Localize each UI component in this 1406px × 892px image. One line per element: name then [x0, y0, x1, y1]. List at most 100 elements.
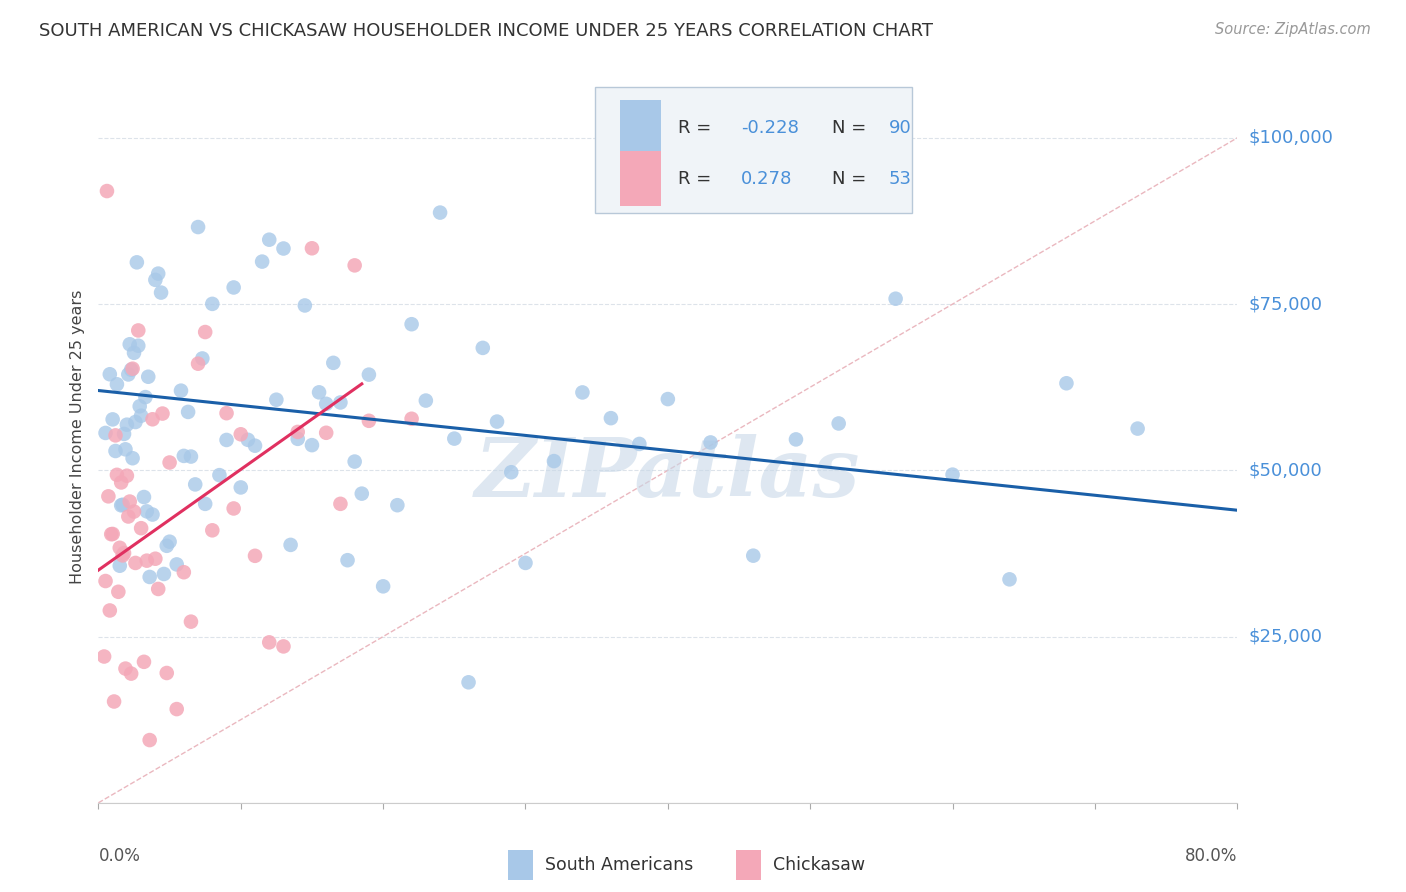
Point	[97, 489, 120, 503]
Point	[208, 468, 231, 483]
Text: $75,000: $75,000	[1249, 295, 1323, 313]
Point	[122, 346, 145, 360]
Text: 0.0%: 0.0%	[98, 847, 141, 864]
Point	[180, 450, 202, 464]
Point	[387, 498, 409, 512]
Point	[471, 341, 494, 355]
Point	[124, 415, 146, 429]
Bar	[509, 850, 533, 880]
Point	[159, 456, 181, 470]
Text: SOUTH AMERICAN VS CHICKASAW HOUSEHOLDER INCOME UNDER 25 YEARS CORRELATION CHART: SOUTH AMERICAN VS CHICKASAW HOUSEHOLDER …	[39, 22, 934, 40]
Point	[148, 267, 170, 281]
Point	[138, 733, 160, 747]
Point	[115, 468, 138, 483]
Point	[229, 427, 252, 442]
Point	[287, 432, 309, 446]
Point	[571, 385, 593, 400]
Point	[336, 553, 359, 567]
Point	[110, 499, 132, 513]
Point	[96, 184, 118, 198]
Point	[942, 467, 965, 482]
Point	[401, 411, 423, 425]
Text: ZIPatlas: ZIPatlas	[475, 434, 860, 514]
Point	[266, 392, 288, 407]
Text: 90: 90	[889, 119, 911, 136]
Point	[124, 556, 146, 570]
Text: 80.0%: 80.0%	[1185, 847, 1237, 864]
Point	[515, 556, 537, 570]
Point	[148, 582, 170, 596]
Bar	[620, 152, 661, 206]
Point	[101, 412, 124, 426]
Point	[118, 337, 141, 351]
Point	[135, 504, 157, 518]
Point	[105, 377, 128, 392]
Point	[129, 409, 152, 423]
Point	[343, 259, 366, 273]
Point	[110, 475, 132, 490]
Point	[177, 405, 200, 419]
Point	[128, 399, 150, 413]
Point	[112, 546, 135, 560]
Point	[201, 524, 224, 538]
Y-axis label: Householder Income Under 25 years: Householder Income Under 25 years	[70, 290, 86, 584]
Point	[315, 397, 337, 411]
Point	[101, 527, 124, 541]
Text: R =: R =	[678, 119, 717, 136]
Point	[94, 574, 117, 588]
Point	[229, 480, 252, 494]
Point	[93, 649, 115, 664]
Point	[628, 437, 651, 451]
Text: N =: N =	[832, 119, 872, 136]
Point	[443, 432, 465, 446]
Point	[111, 549, 134, 563]
Text: R =: R =	[678, 169, 723, 188]
Point	[273, 242, 295, 256]
Point	[236, 433, 259, 447]
Point	[141, 412, 163, 426]
Text: $100,000: $100,000	[1249, 128, 1333, 147]
Point	[111, 498, 134, 512]
Point	[94, 425, 117, 440]
Point	[117, 368, 139, 382]
Point	[180, 615, 202, 629]
Point	[141, 508, 163, 522]
Point	[145, 551, 167, 566]
Point	[117, 509, 139, 524]
Point	[191, 351, 214, 366]
Text: Chickasaw: Chickasaw	[773, 856, 865, 874]
Point	[742, 549, 765, 563]
Point	[308, 385, 330, 400]
Bar	[737, 850, 761, 880]
Point	[884, 292, 907, 306]
Point	[166, 702, 188, 716]
Point	[600, 411, 623, 425]
Point	[543, 454, 565, 468]
Point	[1126, 421, 1149, 435]
Text: 53: 53	[889, 169, 911, 188]
Point	[114, 442, 136, 457]
Text: $25,000: $25,000	[1249, 628, 1323, 646]
Point	[112, 426, 135, 441]
Point	[166, 558, 188, 572]
Point	[357, 368, 380, 382]
Point	[294, 298, 316, 312]
Point	[120, 362, 142, 376]
Point	[1056, 376, 1078, 391]
Text: $50,000: $50,000	[1249, 461, 1322, 479]
Point	[173, 449, 195, 463]
Point	[350, 486, 373, 500]
Point	[322, 356, 344, 370]
Point	[329, 497, 352, 511]
Point	[173, 566, 195, 580]
Point	[114, 662, 136, 676]
Point	[280, 538, 302, 552]
Point	[115, 417, 138, 432]
Point	[121, 361, 143, 376]
FancyBboxPatch shape	[595, 87, 911, 213]
Point	[357, 414, 380, 428]
Point	[194, 497, 217, 511]
Point	[156, 539, 179, 553]
Point	[699, 435, 721, 450]
Point	[100, 527, 122, 541]
